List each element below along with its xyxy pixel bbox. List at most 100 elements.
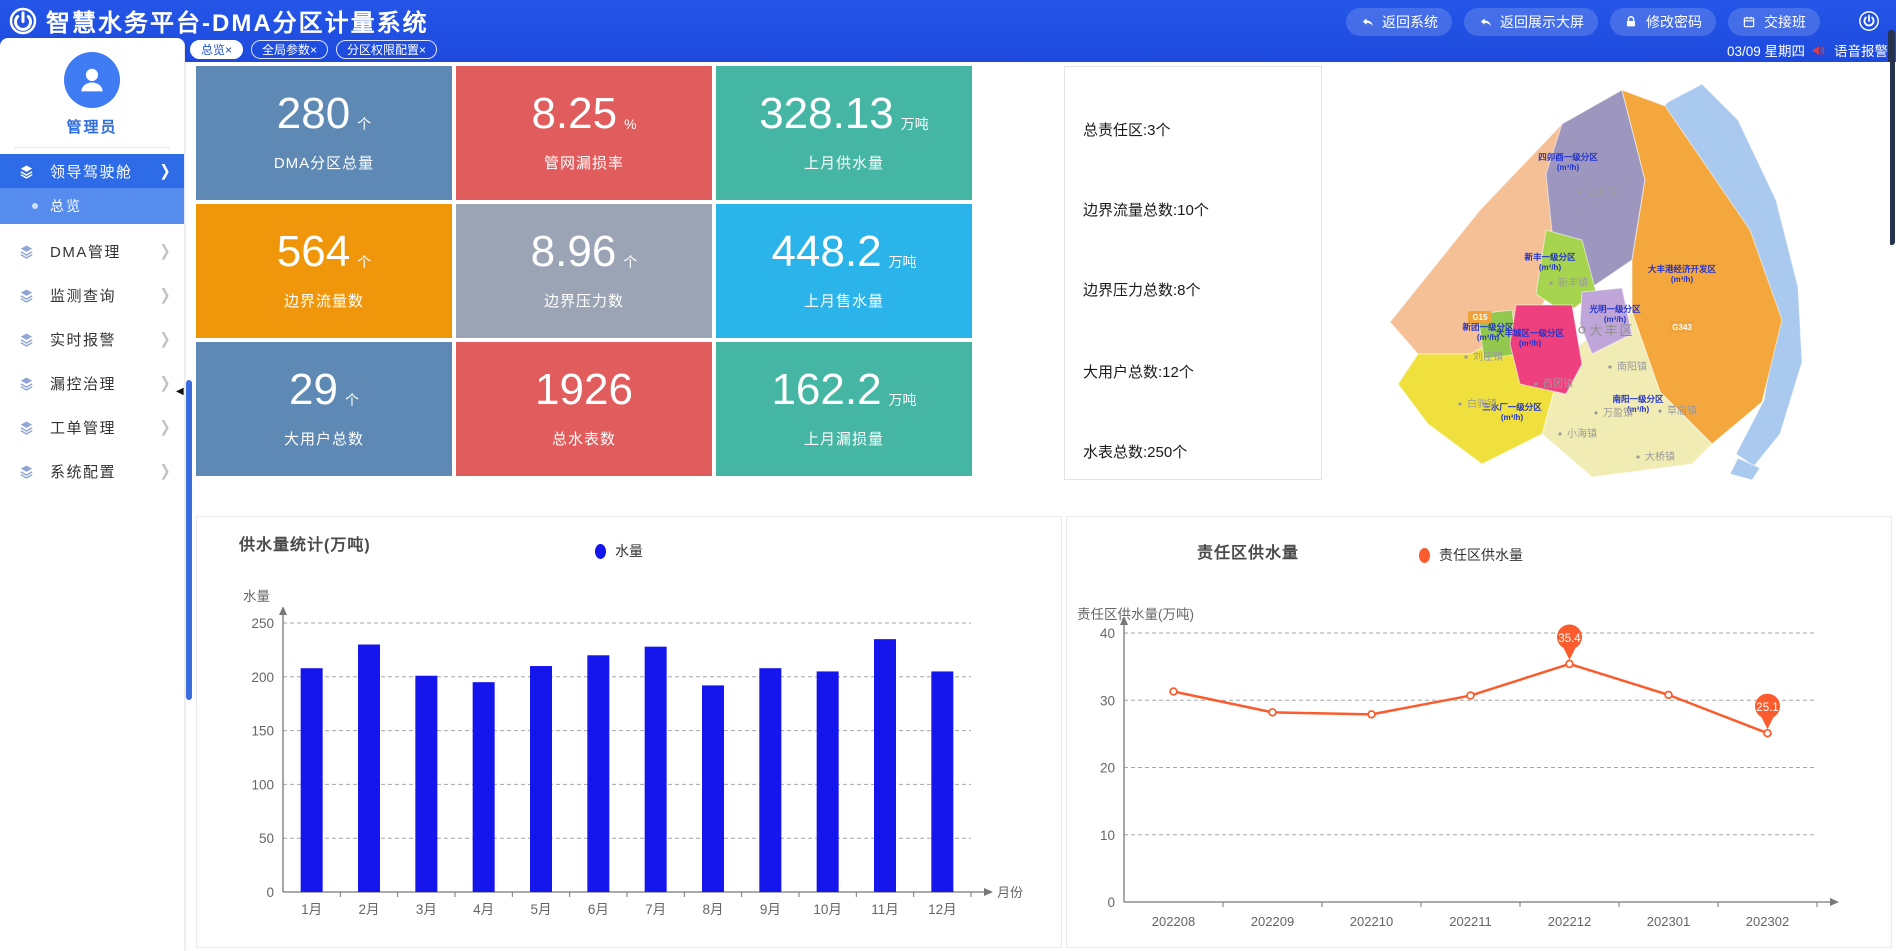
zone-unit-label: (m³/h) <box>1557 163 1580 172</box>
bar-12月 <box>931 671 954 892</box>
x-tick-label: 202301 <box>1647 914 1690 929</box>
y-tick-label: 30 <box>1100 693 1115 708</box>
stat-unit: 万吨 <box>888 254 917 270</box>
stat-value: 29 <box>289 365 338 414</box>
town-label: 三龙镇 <box>1587 185 1617 198</box>
sidebar-collapse-handle[interactable]: ◀ <box>176 386 184 397</box>
stat-value: 8.96 <box>530 227 617 276</box>
voice-alarm-button[interactable]: 语音报警 <box>1834 44 1888 59</box>
content-scrollbar-thumb[interactable] <box>186 380 192 700</box>
top-header: 智慧水务平台-DMA分区计量系统 返回系统 返回展示大屏 修改密码 交接班 总览× 全局… <box>0 0 1896 62</box>
zone-unit-label: (m³/h) <box>1477 333 1500 342</box>
map-zone-南阳一级分区[interactable] <box>1541 311 1713 478</box>
stat-value: 1926 <box>535 365 633 414</box>
date-info: 03/09 星期四 语音报警 <box>1727 40 1888 60</box>
bar-chart: 50 100 150 200 250 0 月份 1月 2月 3月 4月 5月 6月 7月 8月 9月 10月 11… <box>251 607 1023 917</box>
tab-总览[interactable]: 总览× <box>190 40 244 59</box>
header-button[interactable]: 修改密码 <box>1610 8 1716 36</box>
bullet-icon <box>32 203 38 209</box>
stat-value: 448.2 <box>771 227 882 276</box>
sidebar-item-DMA管理[interactable]: DMA管理 ❯ <box>0 234 184 268</box>
bar-chart-ylabel: 水量 <box>243 589 270 604</box>
map-zone-光明一级分区[interactable] <box>1579 287 1633 355</box>
stat-unit: 万吨 <box>888 392 917 408</box>
tab-全局参数[interactable]: 全局参数× <box>251 40 329 59</box>
bar-chart-legend[interactable]: 水量 <box>595 541 643 561</box>
stat-card-大用户总数[interactable]: 29 个大用户总数 <box>196 342 452 476</box>
zone-unit-label: (m³/h) <box>1627 405 1650 414</box>
road-label: G343 <box>1672 323 1692 332</box>
stat-card-DMA分区总量[interactable]: 280 个 DMA分区总量 <box>196 66 452 200</box>
layers-icon <box>18 287 35 304</box>
stat-unit: 个 <box>623 254 638 270</box>
y-tick-label: 150 <box>251 724 274 739</box>
sidebar-item-漏控治理[interactable]: 漏控治理 ❯ <box>0 366 184 400</box>
x-tick-label: 3月 <box>416 902 437 917</box>
stat-unit: 个 <box>344 392 359 408</box>
x-tick-label: 9月 <box>760 902 781 917</box>
sidebar-item-工单管理[interactable]: 工单管理 ❯ <box>0 410 184 444</box>
line-chart-ylabel: 责任区供水量(万吨) <box>1077 607 1194 622</box>
summary-item: 边界压力总数:8个 <box>1083 282 1201 299</box>
stat-card-边界压力数[interactable]: 8.96 个边界压力数 <box>456 204 712 338</box>
stat-unit: % <box>624 116 637 132</box>
zone-label: 光明一级分区 <box>1588 304 1641 314</box>
bar-3月 <box>415 675 438 892</box>
point-balloon-label: 25.1 <box>1756 702 1778 714</box>
stat-card-上月供水量[interactable]: 328.13 万吨 上月供水量 <box>716 66 972 200</box>
sidebar-item-label: 系统配置 <box>50 463 117 481</box>
zone-label: 大丰城区一级分区 <box>1496 328 1565 338</box>
stat-card-边界流量数[interactable]: 564 个边界流量数 <box>196 204 452 338</box>
line-chart-legend[interactable]: 责任区供水量 <box>1419 545 1523 565</box>
tab-bar: 总览× 全局参数× 分区权限配置× <box>190 40 445 59</box>
road-label: G15 <box>1472 313 1488 322</box>
stat-label: 边界压力数 <box>543 293 624 310</box>
stat-unit: 个 <box>357 254 372 270</box>
header-button-label: 返回展示大屏 <box>1500 14 1584 30</box>
header-button[interactable]: 返回系统 <box>1346 8 1452 36</box>
data-point-202212 <box>1565 659 1574 669</box>
tab-分区权限配置[interactable]: 分区权限配置× <box>336 40 438 59</box>
legend-marker-icon <box>595 543 606 559</box>
sidebar-item-监测查询[interactable]: 监测查询 ❯ <box>0 278 184 312</box>
bar-8月 <box>702 685 724 892</box>
town-label: 西团镇 <box>1543 377 1573 390</box>
town-label: 草庙镇 <box>1667 404 1697 417</box>
map-zone-大丰城区一级分区[interactable] <box>1509 304 1583 395</box>
town-marker <box>1594 411 1598 415</box>
lock-icon <box>1624 15 1639 30</box>
sidebar-item-领导驾驶舱[interactable]: 领导驾驶舱 ❯ <box>0 154 184 188</box>
bar-1月 <box>300 668 323 892</box>
x-axis-label: 月份 <box>997 885 1023 900</box>
summary-panel: 总责任区:3个 边界流量总数:10个 边界压力总数:8个 大用户总数:12个 水表总数:… <box>1064 66 1322 480</box>
stat-card-上月售水量[interactable]: 448.2 万吨 上月售水量 <box>716 204 972 338</box>
header-button[interactable]: 交接班 <box>1728 8 1820 36</box>
bar-7月 <box>644 646 667 892</box>
bar-5月 <box>530 666 552 892</box>
window-scrollbar-thumb[interactable] <box>1888 30 1895 245</box>
layers-icon <box>18 463 35 480</box>
stat-label: 大用户总数 <box>283 431 364 448</box>
data-point-202210 <box>1367 710 1376 719</box>
stat-card-管网漏损率[interactable]: 8.25% 管网漏损率 <box>456 66 712 200</box>
stat-value: 280 <box>276 89 351 138</box>
town-label: 白驹镇 <box>1467 397 1497 410</box>
x-tick-label: 10月 <box>813 902 842 917</box>
stat-card-上月漏损量[interactable]: 162.2 万吨 上月漏损量 <box>716 342 972 476</box>
sidebar-item-实时报警[interactable]: 实时报警 ❯ <box>0 322 184 356</box>
sidebar-menu: 领导驾驶舱 ❯ 总览 DMA管理 ❯ 监测查询 ❯ 实时报警 ❯ 漏控治理 ❯ 工单管理 ❯ 系统配置 ❯ <box>0 154 184 498</box>
power-button[interactable] <box>1856 8 1882 34</box>
sidebar-subitem-总览[interactable]: 总览 <box>0 188 184 224</box>
data-point-202209 <box>1268 708 1277 717</box>
sidebar-item-label: 漏控治理 <box>50 375 117 393</box>
town-label: 小海镇 <box>1567 427 1597 440</box>
sidebar-item-label: 工单管理 <box>50 419 117 437</box>
town-label: 大桥镇 <box>1645 450 1675 463</box>
sidebar-item-label: DMA管理 <box>50 243 121 261</box>
stat-card-总水表数[interactable]: 1926 总水表数 <box>456 342 712 476</box>
bar-chart-title: 供水量统计(万吨) <box>239 537 371 554</box>
header-button[interactable]: 返回展示大屏 <box>1464 8 1598 36</box>
y-tick-label: 0 <box>266 885 274 900</box>
sidebar-item-系统配置[interactable]: 系统配置 ❯ <box>0 454 184 488</box>
